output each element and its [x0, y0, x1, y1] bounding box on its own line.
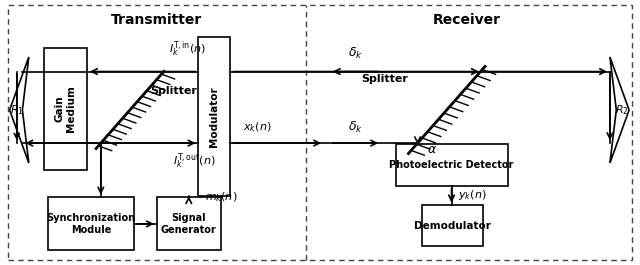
Bar: [422, 205, 483, 246]
Text: $\alpha$: $\alpha$: [428, 143, 437, 156]
Text: Gain
Medium: Gain Medium: [54, 85, 76, 132]
Text: $R_1$: $R_1$: [10, 103, 24, 117]
Bar: [44, 48, 87, 170]
Text: Synchronization
Module: Synchronization Module: [47, 213, 136, 235]
Bar: [157, 197, 221, 250]
Bar: [48, 197, 134, 250]
Text: $\delta_k$: $\delta_k$: [348, 120, 363, 135]
Text: Modulator: Modulator: [209, 86, 220, 147]
Text: $m_k(n)$: $m_k(n)$: [205, 190, 237, 204]
Text: $x_k(n)$: $x_k(n)$: [243, 120, 272, 134]
Bar: [396, 144, 508, 186]
Text: Signal
Generator: Signal Generator: [161, 213, 217, 235]
Text: Photoelectric Detector: Photoelectric Detector: [389, 160, 514, 170]
Text: Splitter: Splitter: [362, 74, 408, 85]
Text: Receiver: Receiver: [433, 13, 501, 27]
Polygon shape: [610, 57, 629, 163]
Text: $\delta_k$: $\delta_k$: [348, 46, 363, 60]
Bar: [198, 37, 230, 196]
Text: Demodulator: Demodulator: [414, 221, 492, 231]
Text: $I_k^{\mathrm{T,in}}(n)$: $I_k^{\mathrm{T,in}}(n)$: [169, 40, 206, 60]
Text: Transmitter: Transmitter: [111, 13, 202, 27]
Text: Splitter: Splitter: [150, 86, 197, 96]
Text: $I_k^{\mathrm{T,out}}(n)$: $I_k^{\mathrm{T,out}}(n)$: [173, 152, 215, 172]
Text: $y_k(n)$: $y_k(n)$: [458, 188, 486, 202]
Text: $R_2$: $R_2$: [615, 103, 629, 117]
Polygon shape: [10, 57, 29, 163]
